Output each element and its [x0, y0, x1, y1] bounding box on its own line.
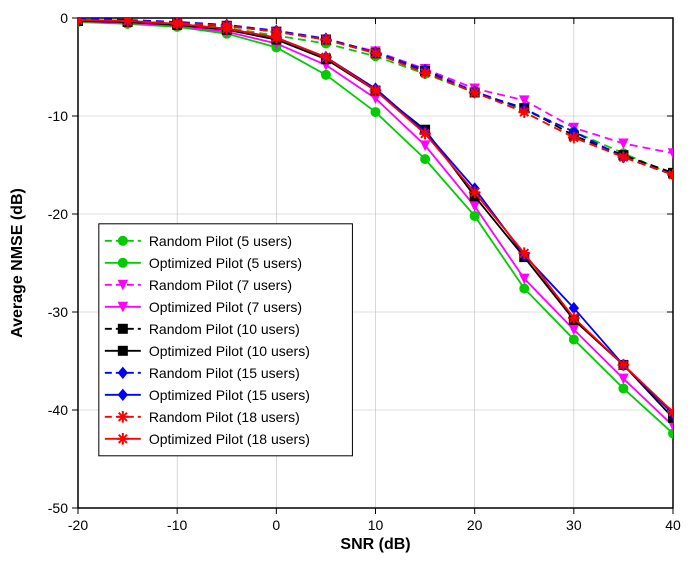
marker-icon [470, 211, 479, 220]
marker-icon [568, 132, 580, 144]
y-tick-label: -30 [48, 304, 68, 320]
legend-label: Random Pilot (15 users) [149, 365, 300, 381]
marker-icon [370, 85, 382, 97]
legend-marker-icon [118, 236, 127, 245]
legend-label: Optimized Pilot (15 users) [149, 387, 310, 403]
x-tick-label: 40 [665, 517, 681, 533]
marker-icon [469, 187, 481, 199]
legend-marker-icon [117, 411, 129, 423]
y-tick-label: -10 [48, 108, 68, 124]
marker-icon [569, 335, 578, 344]
marker-icon [419, 128, 431, 140]
marker-icon [72, 14, 84, 26]
nmse-vs-snr-chart: -20 -10 0 10 20 30 40 -50 -40 -30 -20 -10 0 SNR (dB) A… [0, 0, 693, 563]
legend-marker-icon [117, 433, 129, 445]
marker-icon [419, 67, 431, 79]
legend-marker-icon [118, 258, 127, 267]
legend-label: Random Pilot (10 users) [149, 321, 300, 337]
y-tick-label: 0 [60, 10, 68, 26]
legend-label: Random Pilot (7 users) [149, 277, 292, 293]
legend-label: Optimized Pilot (5 users) [149, 255, 302, 271]
legend-marker-icon [118, 324, 127, 333]
marker-icon [520, 284, 529, 293]
marker-icon [518, 106, 530, 118]
marker-icon [469, 87, 481, 99]
y-tick-label: -50 [48, 500, 68, 516]
y-axis-label: Average NMSE (dB) [9, 188, 26, 338]
marker-icon [618, 151, 630, 163]
x-tick-label: 10 [368, 517, 384, 533]
y-tick-label: -20 [48, 206, 68, 222]
marker-icon [122, 15, 134, 27]
x-tick-label: 0 [272, 517, 280, 533]
marker-icon [421, 155, 430, 164]
x-tick-label: -20 [68, 517, 88, 533]
legend: Random Pilot (5 users) Optimized Pilot (5… [99, 224, 353, 456]
legend-label: Random Pilot (18 users) [149, 409, 300, 425]
marker-icon [518, 247, 530, 259]
legend-label: Optimized Pilot (10 users) [149, 343, 310, 359]
legend-label: Optimized Pilot (7 users) [149, 299, 302, 315]
x-axis-label: SNR (dB) [340, 536, 410, 553]
legend-label: Optimized Pilot (18 users) [149, 431, 310, 447]
marker-icon [568, 312, 580, 324]
marker-icon [320, 34, 332, 46]
marker-icon [667, 406, 679, 418]
x-tick-label: 30 [566, 517, 582, 533]
marker-icon [171, 18, 183, 30]
marker-icon [371, 108, 380, 117]
marker-icon [370, 47, 382, 59]
x-tick-label: -10 [167, 517, 187, 533]
marker-icon [270, 32, 282, 44]
legend-marker-icon [118, 346, 127, 355]
marker-icon [667, 169, 679, 181]
marker-icon [221, 23, 233, 35]
marker-icon [321, 70, 330, 79]
legend-label: Random Pilot (5 users) [149, 233, 292, 249]
x-tick-label: 20 [467, 517, 483, 533]
marker-icon [619, 384, 628, 393]
marker-icon [320, 51, 332, 63]
marker-icon [618, 359, 630, 371]
y-tick-label: -40 [48, 402, 68, 418]
chart-container: -20 -10 0 10 20 30 40 -50 -40 -30 -20 -10 0 SNR (dB) A… [0, 0, 693, 563]
